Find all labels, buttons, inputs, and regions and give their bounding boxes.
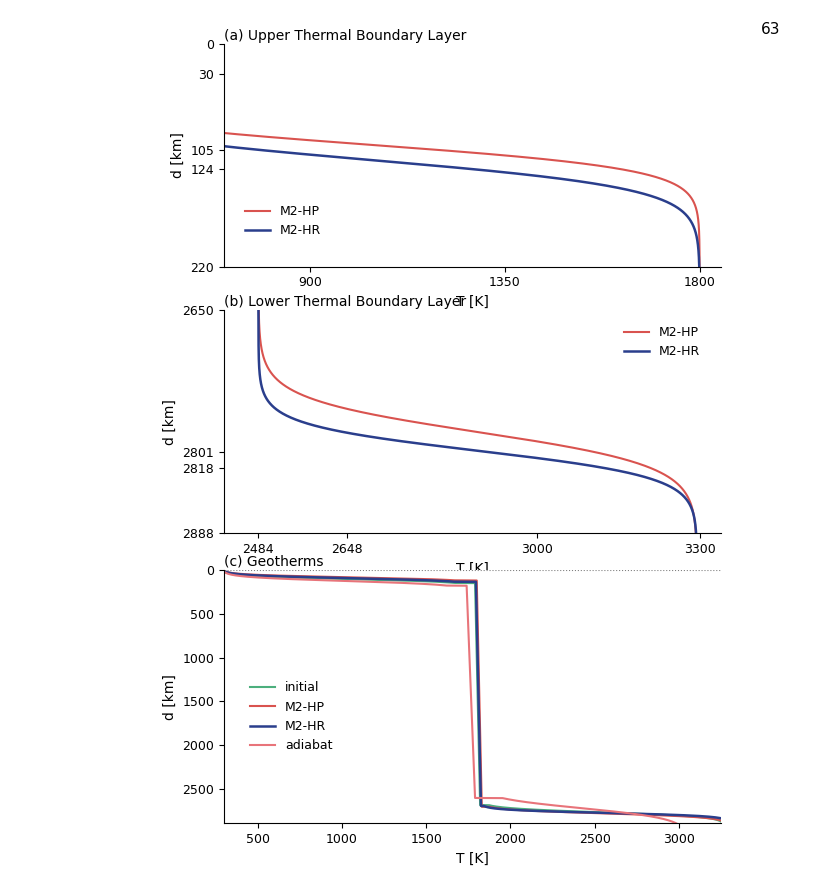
Y-axis label: d [km]: d [km] — [171, 132, 185, 178]
M2-HR — [471, 593, 481, 604]
Y-axis label: d [km]: d [km] — [162, 399, 176, 445]
initial — [471, 662, 481, 672]
M2-HR — [647, 191, 657, 202]
M2-HR — [570, 458, 580, 468]
Legend: M2-HP, M2-HR: M2-HP, M2-HR — [240, 200, 326, 242]
M2-HP — [676, 482, 686, 493]
adiabat — [462, 608, 472, 619]
M2-HR — [686, 216, 696, 226]
Line: adiabat: adiabat — [223, 570, 676, 823]
M2-HP — [253, 305, 263, 316]
initial — [472, 673, 482, 683]
M2-HP — [685, 191, 695, 202]
adiabat — [218, 565, 228, 575]
M2-HR — [253, 328, 263, 338]
X-axis label: T [K]: T [K] — [455, 561, 489, 575]
Text: 63: 63 — [760, 22, 780, 37]
M2-HR — [41, 38, 51, 49]
Line: M2-HR: M2-HR — [46, 44, 698, 267]
initial — [218, 565, 228, 575]
Line: M2-HR: M2-HR — [223, 570, 728, 823]
Text: (c) Geotherms: (c) Geotherms — [224, 555, 323, 569]
M2-HR — [473, 673, 483, 683]
M2-HR — [42, 61, 52, 72]
Text: (b) Lower Thermal Boundary Layer: (b) Lower Thermal Boundary Layer — [224, 295, 465, 309]
Text: (a) Upper Thermal Boundary Layer: (a) Upper Thermal Boundary Layer — [224, 29, 465, 43]
Y-axis label: d [km]: d [km] — [162, 674, 176, 719]
adiabat — [462, 593, 472, 604]
M2-HR — [182, 136, 192, 147]
M2-HR — [472, 662, 482, 672]
Line: M2-HP: M2-HP — [46, 44, 699, 267]
M2-HR — [129, 128, 139, 139]
X-axis label: T [K]: T [K] — [455, 851, 489, 865]
M2-HR — [253, 305, 263, 316]
Line: M2-HP: M2-HP — [258, 310, 695, 533]
M2-HP — [704, 813, 714, 823]
M2-HP — [311, 395, 321, 406]
M2-HP — [473, 662, 483, 672]
M2-HR — [262, 395, 272, 406]
M2-HR — [715, 813, 725, 823]
M2-HP — [476, 786, 486, 796]
adiabat — [465, 673, 474, 683]
M2-HP — [692, 216, 702, 226]
X-axis label: T [K]: T [K] — [455, 295, 489, 309]
M2-HR — [475, 786, 485, 796]
initial — [717, 818, 727, 829]
Legend: initial, M2-HP, M2-HR, adiabat: initial, M2-HP, M2-HR, adiabat — [245, 676, 337, 757]
M2-HP — [325, 136, 335, 147]
M2-HP — [672, 479, 682, 489]
M2-HP — [692, 212, 702, 223]
M2-HP — [472, 608, 482, 619]
Legend: M2-HP, M2-HR: M2-HP, M2-HR — [618, 321, 704, 364]
M2-HP — [339, 403, 349, 413]
M2-HP — [694, 261, 704, 272]
M2-HP — [720, 818, 729, 829]
initial — [474, 786, 484, 796]
adiabat — [655, 813, 665, 823]
M2-HP — [474, 673, 484, 683]
Line: M2-HP: M2-HP — [223, 570, 724, 823]
M2-HR — [691, 528, 700, 538]
initial — [469, 593, 479, 604]
M2-HR — [471, 608, 481, 619]
M2-HR — [270, 403, 280, 413]
M2-HR — [218, 565, 228, 575]
M2-HP — [228, 128, 238, 139]
initial — [470, 608, 480, 619]
M2-HR — [723, 818, 733, 829]
adiabat — [465, 662, 474, 672]
M2-HR — [667, 482, 677, 493]
M2-HP — [632, 458, 642, 468]
M2-HR — [693, 261, 703, 272]
M2-HR — [659, 479, 669, 489]
M2-HP — [254, 328, 264, 338]
M2-HP — [42, 61, 52, 72]
adiabat — [469, 786, 479, 796]
Line: initial: initial — [223, 570, 722, 823]
M2-HP — [41, 38, 51, 49]
adiabat — [671, 818, 681, 829]
M2-HP — [218, 565, 228, 575]
Line: M2-HR: M2-HR — [258, 310, 696, 533]
M2-HR — [682, 212, 692, 223]
initial — [704, 813, 714, 823]
M2-HP — [690, 528, 700, 538]
M2-HP — [472, 593, 482, 604]
